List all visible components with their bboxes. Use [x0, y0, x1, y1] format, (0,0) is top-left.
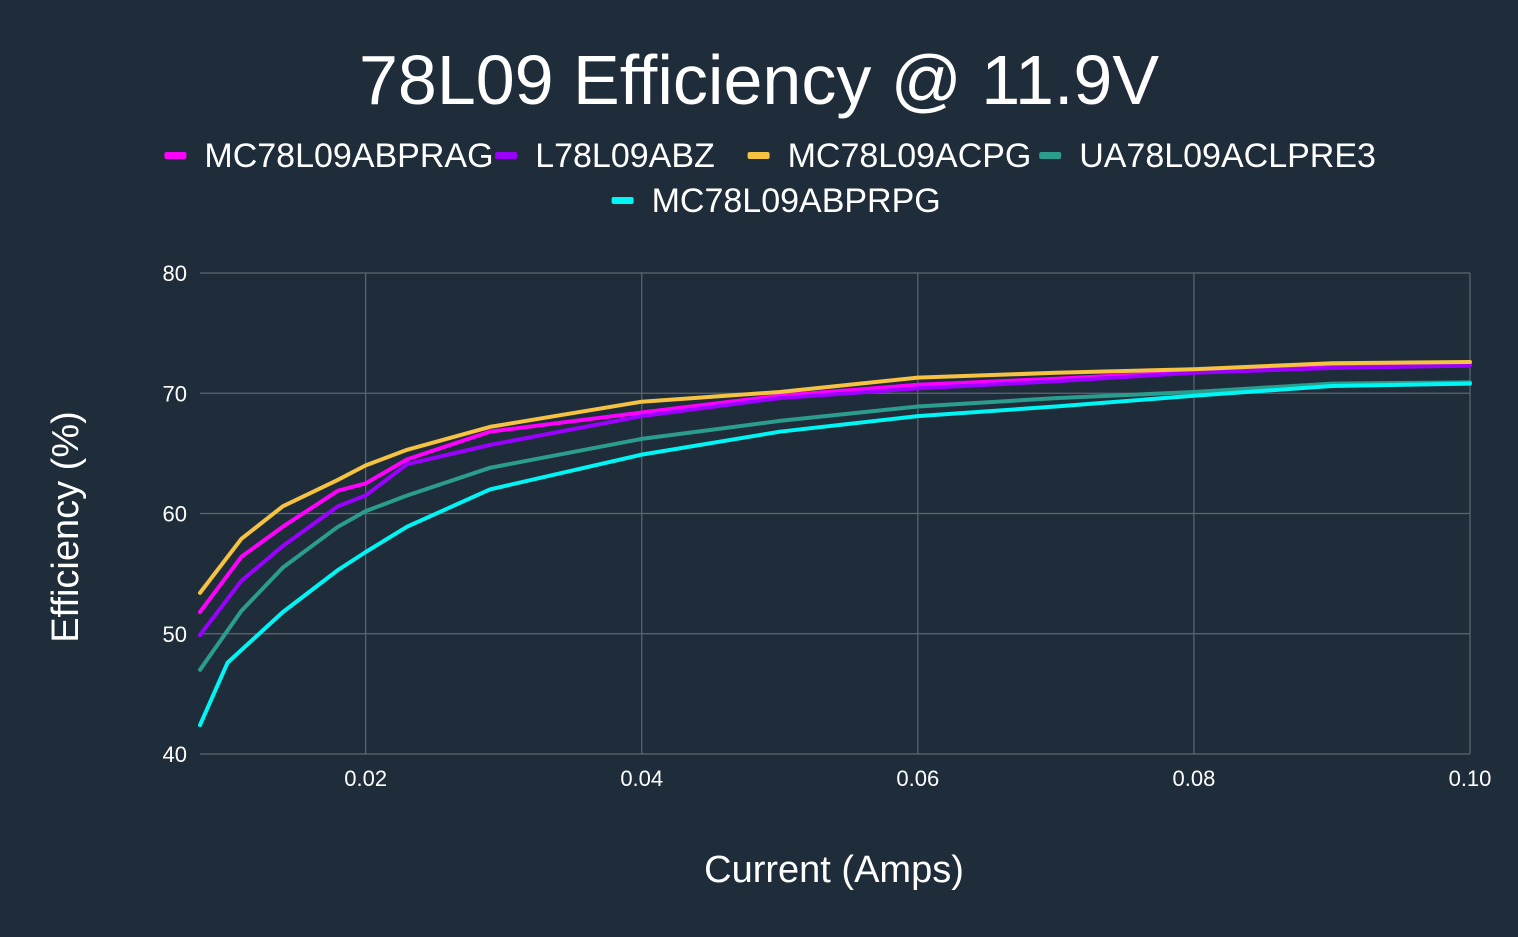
chart-title: 78L09 Efficiency @ 11.9V — [359, 41, 1159, 119]
legend-marker — [164, 152, 187, 159]
grid-lines — [200, 272, 1471, 755]
legend-label: UA78L09ACLPRE3 — [1079, 137, 1376, 175]
legend-marker — [747, 152, 770, 159]
series-line-mc78l09abprpg — [198, 381, 1472, 728]
legend-label: MC78L09ABPRAG — [204, 137, 493, 175]
x-tick-label: 0.08 — [1172, 766, 1215, 791]
series-line-ua78l09aclpre3 — [198, 380, 1472, 672]
legend-item: L78L09ABZ — [495, 137, 715, 175]
y-axis-tick-labels: 40 50 60 70 80 — [163, 261, 187, 767]
legend-marker — [495, 152, 518, 159]
y-tick-label: 50 — [163, 622, 187, 647]
x-tick-label: 0.10 — [1449, 766, 1492, 791]
series-line-l78l09abz — [198, 363, 1472, 637]
x-tick-label: 0.06 — [896, 766, 939, 791]
x-axis-tick-labels: 0.02 0.04 0.06 0.08 0.10 — [344, 766, 1491, 791]
legend-label: L78L09ABZ — [535, 137, 715, 175]
y-tick-label: 60 — [163, 502, 187, 527]
y-tick-label: 40 — [163, 742, 187, 767]
series-line-mc78l09acpg — [198, 360, 1472, 595]
x-tick-label: 0.02 — [344, 766, 387, 791]
legend-item: MC78L09ABPRAG — [164, 137, 494, 175]
y-axis-label: Efficiency (%) — [45, 411, 87, 643]
legend-item: MC78L09ABPRPG — [611, 182, 941, 220]
legend-label: MC78L09ACPG — [788, 137, 1032, 175]
y-tick-label: 80 — [163, 261, 187, 286]
x-tick-label: 0.04 — [620, 766, 663, 791]
legend-label: MC78L09ABPRPG — [652, 182, 941, 220]
y-tick-label: 70 — [163, 381, 187, 406]
legend-item: MC78L09ACPG — [747, 137, 1032, 175]
legend-marker — [1039, 152, 1062, 159]
chart-legend: MC78L09ABPRAG L78L09ABZ MC78L09ACPG UA78L09… — [164, 137, 1376, 220]
legend-marker — [611, 197, 634, 204]
legend-item: UA78L09ACLPRE3 — [1039, 137, 1376, 175]
series-lines — [198, 360, 1472, 728]
x-axis-label: Current (Amps) — [704, 849, 964, 891]
